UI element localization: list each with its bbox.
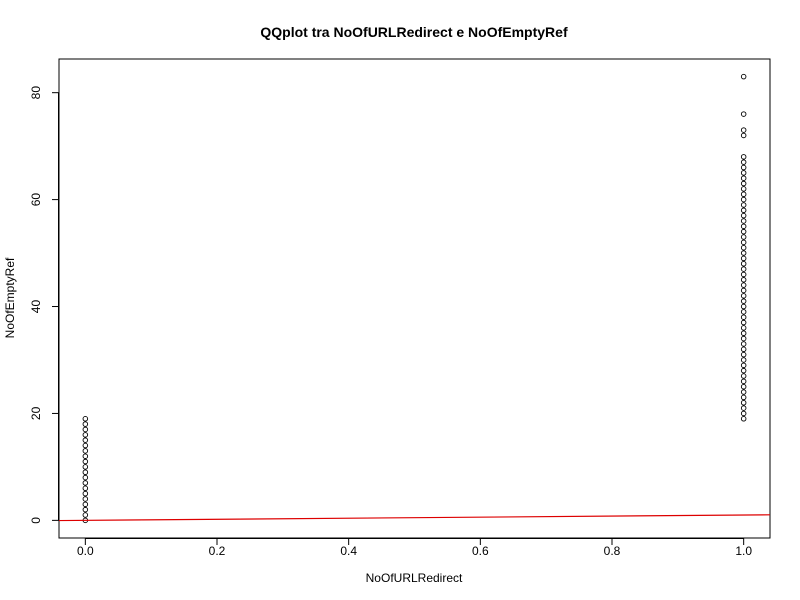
y-tick-label: 60 (29, 193, 43, 207)
y-tick-label: 0 (29, 517, 43, 524)
data-point (740, 250, 747, 256)
qq-reference-line (58, 514, 771, 522)
x-tick-label: 0.8 (604, 544, 621, 558)
data-point (740, 357, 747, 363)
data-point (740, 277, 747, 283)
data-point (740, 399, 747, 406)
data-point (740, 111, 747, 117)
y-axis-label: NoOfEmptyRef (3, 257, 17, 338)
data-point (740, 405, 747, 411)
data-point (82, 426, 89, 433)
data-point (740, 416, 747, 422)
data-point (740, 186, 747, 192)
data-point (740, 154, 747, 160)
data-point (740, 159, 747, 165)
data-point (82, 506, 89, 513)
data-point (82, 496, 89, 502)
plot-frame (58, 58, 771, 539)
data-point (740, 319, 747, 326)
y-tick-label: 80 (29, 86, 43, 100)
data-point (740, 234, 747, 240)
data-point (82, 501, 89, 508)
data-point (740, 335, 747, 342)
data-point (740, 180, 747, 187)
data-point (82, 474, 89, 481)
x-tick-label: 1.0 (735, 544, 752, 558)
data-point (82, 458, 89, 465)
data-point (740, 325, 747, 331)
data-point (82, 485, 89, 492)
data-point (82, 464, 89, 470)
data-point (82, 437, 89, 443)
data-point (82, 442, 89, 449)
data-point (740, 367, 747, 374)
data-point (740, 410, 747, 417)
data-points (82, 73, 747, 524)
data-point (82, 480, 89, 486)
data-point (740, 330, 747, 336)
data-point (740, 346, 747, 353)
data-point (740, 223, 747, 230)
x-tick-label: 0.6 (472, 544, 489, 558)
x-axis-label: NoOfURLRedirect (366, 571, 463, 585)
data-point (740, 373, 747, 379)
data-point (740, 362, 747, 369)
data-point (740, 207, 747, 214)
data-point (82, 421, 89, 427)
data-point (740, 191, 747, 198)
data-point (82, 490, 89, 497)
data-point (740, 287, 747, 294)
x-tick-label: 0.0 (77, 544, 94, 558)
data-point (740, 293, 747, 299)
data-point (740, 164, 747, 171)
y-axis: 0 20 40 60 80 (29, 86, 59, 524)
data-point (740, 73, 747, 80)
data-point (740, 378, 747, 385)
data-point (740, 389, 747, 395)
data-point (740, 196, 747, 203)
data-point (740, 239, 747, 246)
data-point (740, 298, 747, 304)
data-point (740, 309, 747, 315)
data-point (740, 282, 747, 288)
data-point (740, 132, 747, 139)
data-point (740, 244, 747, 251)
data-point (740, 261, 747, 267)
data-point (740, 127, 747, 133)
data-point (82, 416, 89, 422)
x-axis: 0.0 0.2 0.4 0.6 0.8 1.0 (77, 538, 752, 558)
x-tick-label: 0.2 (209, 544, 226, 558)
y-tick-label: 40 (29, 300, 43, 314)
data-point (740, 202, 747, 208)
data-point (740, 266, 747, 272)
data-point (740, 314, 747, 320)
data-point (82, 453, 89, 459)
reference-line (58, 514, 771, 522)
data-point (740, 228, 747, 235)
data-point (82, 512, 89, 518)
data-point (82, 469, 89, 475)
data-point (740, 255, 747, 262)
data-point (82, 448, 89, 454)
data-point (740, 303, 747, 310)
data-point (740, 383, 747, 390)
data-point (740, 351, 747, 358)
y-tick-label: 20 (29, 406, 43, 420)
x-tick-label: 0.4 (340, 544, 357, 558)
chart-title: QQplot tra NoOfURLRedirect e NoOfEmptyRe… (260, 24, 568, 40)
data-point (740, 212, 747, 219)
data-point (740, 218, 747, 224)
data-point (740, 170, 747, 176)
data-point (740, 341, 747, 347)
data-point (740, 175, 747, 181)
data-point (740, 394, 747, 401)
data-point (740, 271, 747, 278)
data-point (82, 432, 89, 438)
